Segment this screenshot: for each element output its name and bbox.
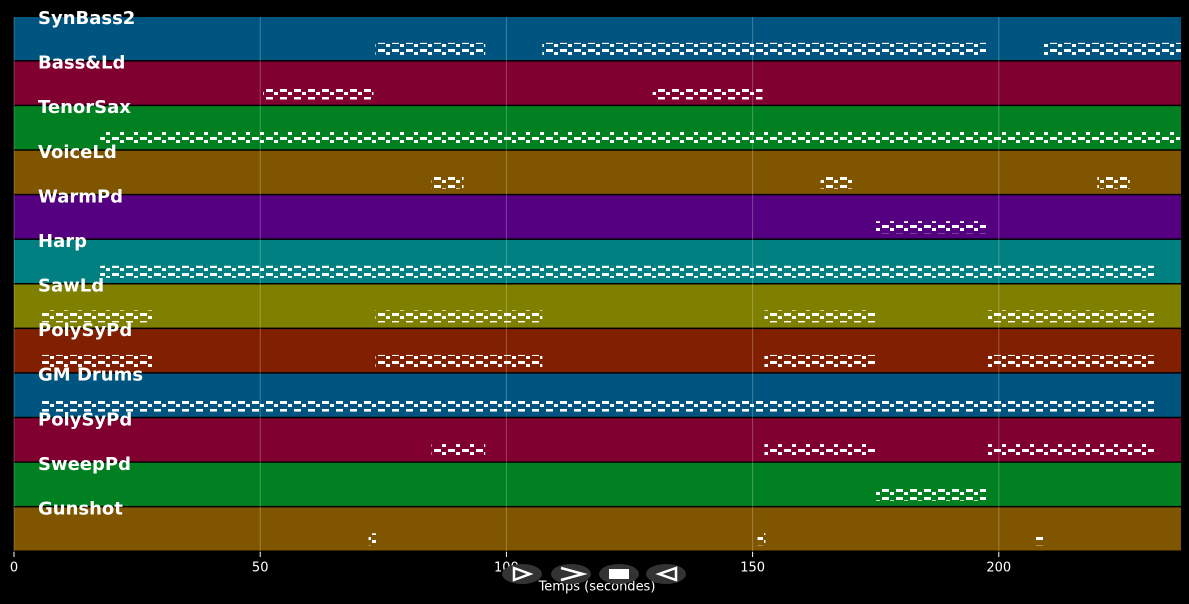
note-span [375, 310, 543, 323]
track-label: PolySyPd [38, 320, 132, 341]
note-span [986, 354, 1154, 367]
note-span [986, 444, 1154, 457]
note-span [764, 444, 876, 457]
track-label: SweepPd [38, 454, 131, 475]
note-span [263, 87, 374, 100]
note-span [431, 444, 486, 457]
x-tick-label: 0 [10, 561, 18, 576]
play-button[interactable] [502, 564, 542, 584]
track-label: Bass&Ld [38, 53, 125, 74]
track-row [14, 61, 1181, 105]
track-row [14, 195, 1181, 239]
note-span [431, 176, 464, 189]
note-span [1034, 533, 1044, 546]
note-span [652, 87, 763, 100]
note-span [42, 310, 154, 323]
note-span [42, 399, 1154, 412]
x-axis-title: Temps (secondes) [538, 580, 656, 595]
stop-icon [609, 569, 629, 579]
track-row [14, 418, 1181, 462]
x-tick-label: 50 [252, 561, 269, 576]
track-label: SynBass2 [38, 8, 135, 29]
note-span [875, 221, 987, 234]
track-row [14, 284, 1181, 328]
note-span [986, 310, 1154, 323]
track-label: WarmPd [38, 186, 123, 207]
track-label: PolySyPd [38, 409, 132, 430]
note-span [100, 265, 1154, 278]
rewind-button[interactable] [646, 564, 686, 584]
track-row [14, 329, 1181, 373]
track-label: Harp [38, 231, 87, 252]
note-span [820, 176, 853, 189]
note-span [757, 533, 766, 546]
note-span [1097, 176, 1130, 189]
note-span [100, 132, 1181, 145]
track-label: VoiceLd [38, 142, 117, 163]
note-span [1043, 42, 1181, 55]
note-span [875, 488, 987, 501]
x-tick-label: 200 [986, 561, 1011, 576]
track-row [14, 150, 1181, 194]
rows: SynBass2 Bass&Ld TenorSax VoiceLd WarmPd Harp… [13, 8, 1181, 552]
forward-icon [560, 566, 588, 582]
note-span [375, 354, 543, 367]
rewind-icon [655, 566, 678, 582]
track-row [14, 507, 1181, 551]
track-label: GM Drums [38, 365, 143, 386]
note-span [764, 310, 876, 323]
track-label: Gunshot [38, 498, 123, 519]
note-span [542, 42, 987, 55]
play-icon [512, 566, 534, 582]
track-row [14, 462, 1181, 506]
note-span [375, 42, 486, 55]
track-label: TenorSax [38, 97, 131, 118]
playback-controls [502, 564, 686, 584]
x-tick-label: 150 [740, 561, 765, 576]
track-label: SawLd [38, 276, 104, 297]
note-span [368, 533, 377, 546]
note-span [764, 354, 876, 367]
note-span [42, 354, 154, 367]
